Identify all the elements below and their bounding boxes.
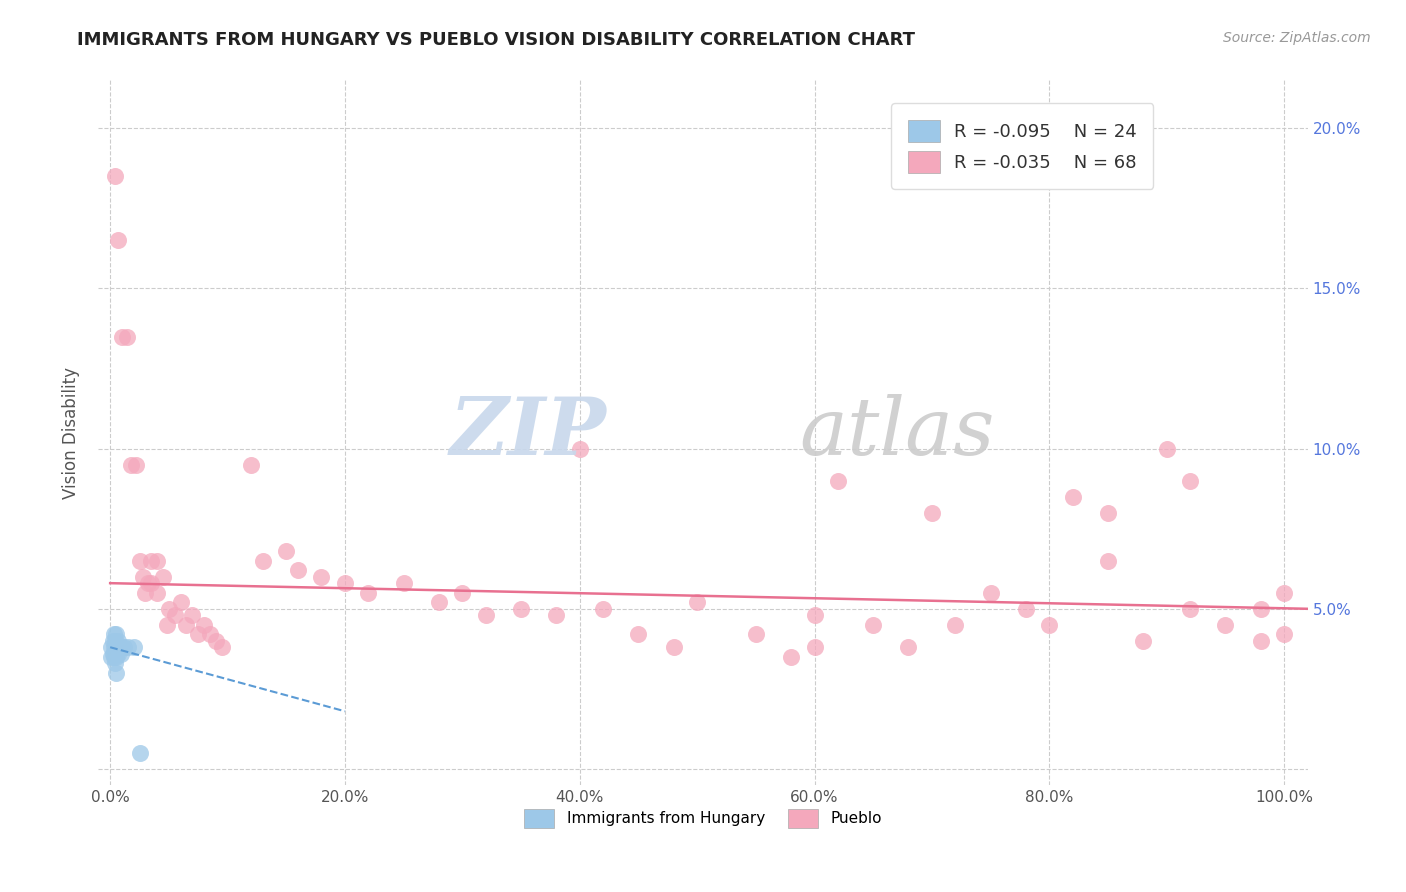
Point: [1215, 617, 1237, 632]
Point: [155, 617, 177, 632]
Point: [181, 608, 204, 623]
Point: [101, 647, 124, 661]
Point: [187, 627, 209, 641]
Point: [745, 627, 768, 641]
Point: [176, 617, 198, 632]
Point: [1250, 601, 1272, 615]
Point: [662, 640, 685, 655]
Point: [1132, 633, 1154, 648]
Point: [475, 608, 498, 623]
Point: [1015, 601, 1038, 615]
Point: [163, 608, 186, 623]
Point: [287, 563, 309, 577]
Point: [152, 570, 174, 584]
Point: [104, 657, 127, 671]
Point: [105, 640, 128, 655]
Point: [193, 617, 215, 632]
Point: [141, 554, 163, 568]
Point: [108, 640, 131, 655]
Point: [115, 329, 138, 343]
Point: [427, 595, 450, 609]
Point: [862, 617, 884, 632]
Point: [1272, 627, 1295, 641]
Point: [107, 647, 129, 661]
Point: [568, 442, 591, 456]
Point: [510, 601, 533, 615]
Point: [921, 506, 943, 520]
Y-axis label: Vision Disability: Vision Disability: [62, 367, 80, 499]
Point: [105, 640, 128, 655]
Point: [112, 640, 135, 655]
Point: [128, 746, 150, 760]
Point: [311, 570, 333, 584]
Point: [198, 627, 221, 641]
Point: [146, 586, 169, 600]
Point: [105, 649, 128, 664]
Point: [100, 640, 122, 655]
Legend: Immigrants from Hungary, Pueblo: Immigrants from Hungary, Pueblo: [517, 803, 889, 834]
Point: [1097, 554, 1119, 568]
Text: Source: ZipAtlas.com: Source: ZipAtlas.com: [1223, 31, 1371, 45]
Point: [104, 633, 127, 648]
Point: [103, 649, 125, 664]
Point: [103, 627, 125, 641]
Point: [110, 647, 132, 661]
Point: [392, 576, 415, 591]
Point: [980, 586, 1002, 600]
Point: [211, 640, 233, 655]
Point: [803, 640, 825, 655]
Point: [357, 586, 380, 600]
Point: [1156, 442, 1178, 456]
Point: [780, 649, 803, 664]
Point: [122, 640, 145, 655]
Point: [117, 640, 139, 655]
Point: [105, 627, 128, 641]
Text: atlas: atlas: [800, 394, 995, 471]
Point: [125, 458, 148, 472]
Point: [333, 576, 356, 591]
Point: [1062, 490, 1084, 504]
Point: [252, 554, 274, 568]
Point: [136, 576, 159, 591]
Point: [451, 586, 474, 600]
Point: [111, 329, 134, 343]
Point: [827, 474, 849, 488]
Point: [1097, 506, 1119, 520]
Point: [105, 665, 128, 680]
Point: [1180, 601, 1202, 615]
Point: [276, 544, 298, 558]
Point: [1038, 617, 1060, 632]
Point: [686, 595, 709, 609]
Point: [120, 458, 142, 472]
Point: [592, 601, 614, 615]
Point: [134, 586, 156, 600]
Point: [100, 649, 122, 664]
Point: [111, 640, 134, 655]
Point: [945, 617, 967, 632]
Point: [627, 627, 650, 641]
Point: [104, 643, 127, 657]
Point: [157, 601, 180, 615]
Point: [240, 458, 263, 472]
Text: IMMIGRANTS FROM HUNGARY VS PUEBLO VISION DISABILITY CORRELATION CHART: IMMIGRANTS FROM HUNGARY VS PUEBLO VISION…: [77, 31, 915, 49]
Point: [146, 554, 169, 568]
Point: [803, 608, 825, 623]
Point: [103, 640, 125, 655]
Point: [546, 608, 568, 623]
Point: [1180, 474, 1202, 488]
Point: [132, 570, 155, 584]
Point: [141, 576, 163, 591]
Point: [107, 234, 129, 248]
Point: [1272, 586, 1295, 600]
Point: [169, 595, 191, 609]
Point: [104, 169, 127, 184]
Point: [897, 640, 920, 655]
Text: ZIP: ZIP: [450, 394, 606, 471]
Point: [107, 633, 129, 648]
Point: [101, 633, 124, 648]
Point: [1250, 633, 1272, 648]
Point: [128, 554, 150, 568]
Point: [204, 633, 226, 648]
